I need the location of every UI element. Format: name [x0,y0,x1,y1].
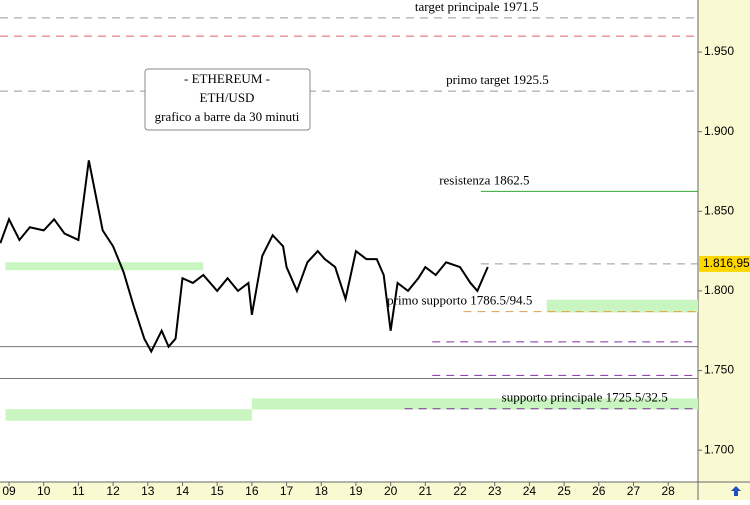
x-tick-label: 09 [2,484,16,498]
y-tick-label: 1.700 [704,442,734,456]
level-label: supporto principale 1725.5/32.5 [502,390,668,405]
last-price-label: 1.816,95 [703,256,750,270]
scroll-icon[interactable] [731,486,741,496]
x-tick-label: 19 [349,484,363,498]
y-tick-label: 1.850 [704,203,734,217]
x-tick-label: 14 [176,484,190,498]
x-tick-label: 12 [106,484,120,498]
title: ETH/USD [200,90,255,105]
y-tick-label: 1.900 [704,124,734,138]
y-tick-label: 1.800 [704,283,734,297]
level-label: target principale 1971.5 [415,0,539,14]
x-tick-label: 25 [557,484,571,498]
x-tick-label: 13 [141,484,155,498]
x-tick-label: 10 [37,484,51,498]
title-box [144,68,311,131]
y-tick-label: 1.750 [704,363,734,377]
zone [5,409,252,421]
x-tick-label: 20 [384,484,398,498]
level-label: resistenza 1862.5 [439,172,529,187]
x-tick-label: 16 [245,484,259,498]
level-label: primo supporto 1786.5/94.5 [387,293,532,308]
x-tick-label: 21 [419,484,433,498]
price-line [0,160,489,354]
zone [251,398,698,410]
x-tick-label: 27 [627,484,641,498]
x-tick-label: 22 [453,484,467,498]
zone [5,262,204,271]
title: - ETHEREUM - [184,71,270,86]
x-tick-label: 11 [72,484,85,498]
y-tick-label: 1.950 [704,44,734,58]
x-tick-label: 15 [210,484,224,498]
zone [546,299,698,313]
x-tick-label: 17 [280,484,294,498]
price-axis [698,0,750,500]
x-tick-label: 24 [523,484,537,498]
last-price-box [699,255,750,272]
x-tick-label: 28 [661,484,675,498]
title: grafico a barre da 30 minuti [155,109,300,124]
x-tick-label: 18 [315,484,329,498]
time-axis [0,482,698,500]
level-label: primo target 1925.5 [446,72,549,87]
x-tick-label: 26 [592,484,606,498]
x-tick-label: 23 [488,484,502,498]
